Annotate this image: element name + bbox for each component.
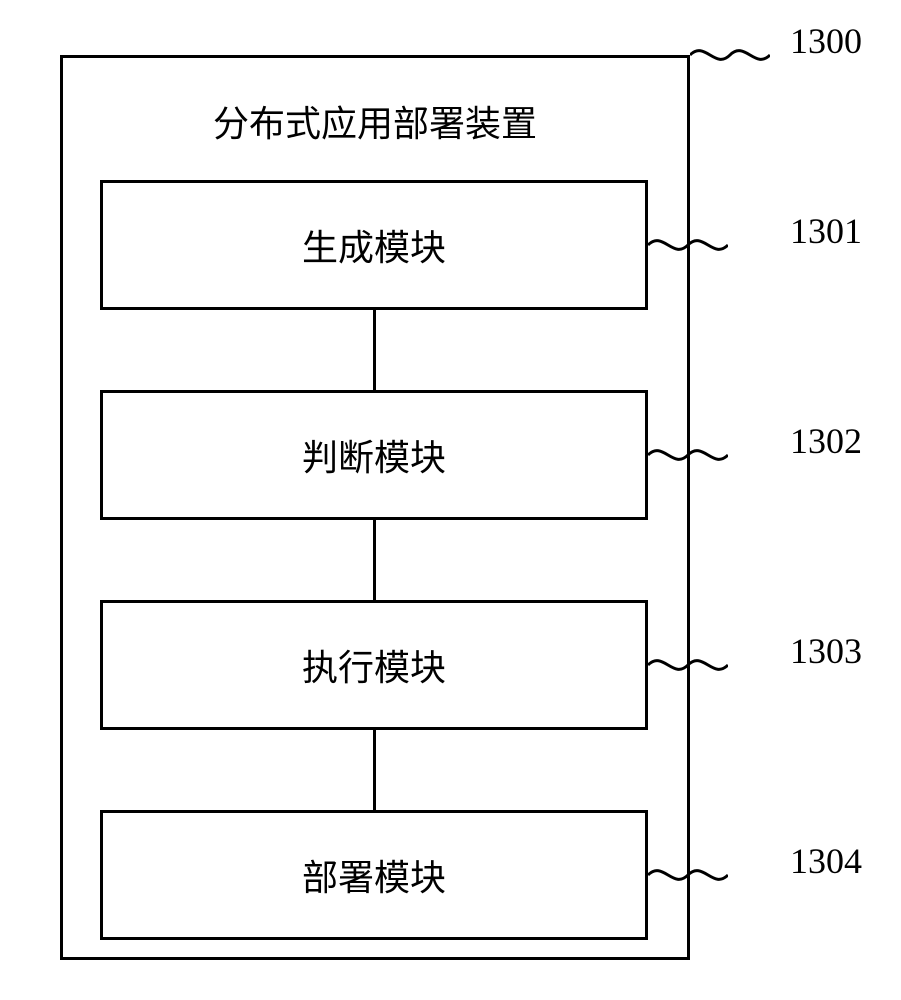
diagram-canvas: 分布式应用部署装置 生成模块 判断模块 执行模块 部署模块 1300 1301 … <box>0 0 901 1000</box>
ref-1300: 1300 <box>790 20 862 62</box>
module-judge: 判断模块 <box>100 390 648 520</box>
ref-1302: 1302 <box>790 420 862 462</box>
outer-title: 分布式应用部署装置 <box>60 95 690 147</box>
module-deploy: 部署模块 <box>100 810 648 940</box>
leader-1303 <box>648 645 728 685</box>
module-gen: 生成模块 <box>100 180 648 310</box>
leader-1302 <box>648 435 728 475</box>
connector-1 <box>373 310 376 390</box>
leader-1304 <box>648 855 728 895</box>
leader-1301 <box>648 225 728 265</box>
module-exec: 执行模块 <box>100 600 648 730</box>
ref-1301: 1301 <box>790 210 862 252</box>
leader-1300 <box>690 35 770 75</box>
connector-3 <box>373 730 376 810</box>
ref-1303: 1303 <box>790 630 862 672</box>
ref-1304: 1304 <box>790 840 862 882</box>
connector-2 <box>373 520 376 600</box>
